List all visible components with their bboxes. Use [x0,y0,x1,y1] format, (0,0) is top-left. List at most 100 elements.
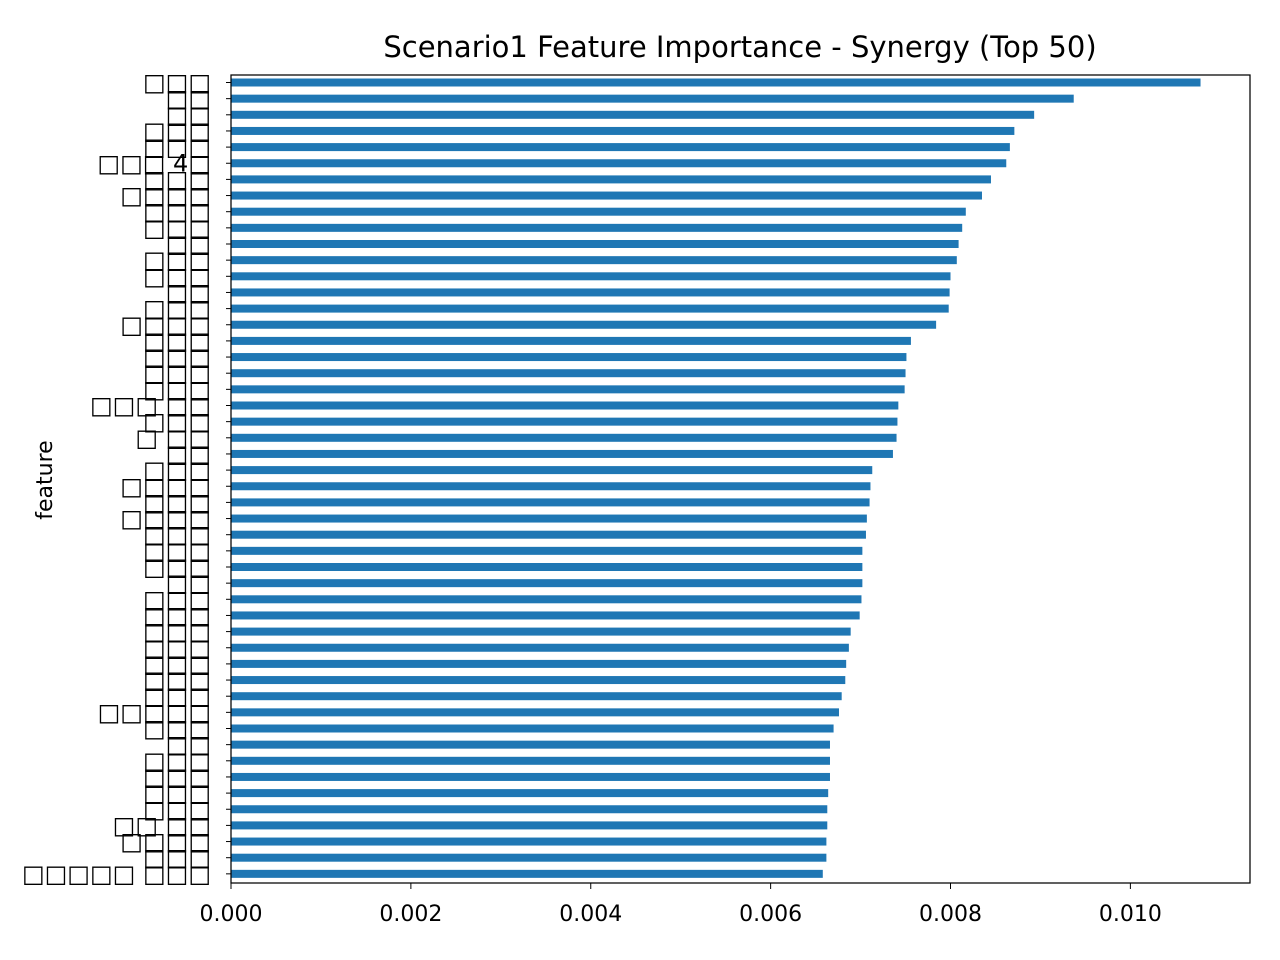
bar [231,78,1201,87]
category-label: □□□ [143,327,211,355]
bar [231,789,829,798]
bars-group [231,78,1201,878]
category-label: □□ [166,569,211,597]
category-label: □□ [166,440,211,468]
bar [231,708,839,717]
category-label: □□□ [143,488,211,516]
bar [231,191,982,200]
category-label: □□□ [143,117,211,145]
bar [231,272,951,281]
category-label: □□□ [143,69,211,97]
bar [231,336,911,345]
category-label: □□□ [143,214,211,242]
bar [231,611,860,620]
bar [231,369,906,378]
bar [231,643,849,652]
bar [231,595,862,604]
category-label: □□□ [143,666,211,694]
category-label: □□□ [143,779,211,807]
category-label: □□□ [143,359,211,387]
x-tick-label: 0.010 [1099,902,1162,927]
category-label: □□□ [143,521,211,549]
bar [231,805,828,814]
bar [231,740,830,749]
bar [231,514,867,523]
bar [231,498,870,507]
bar [231,579,863,588]
x-tick-label: 0.008 [919,902,982,927]
category-label: □□□ [143,715,211,743]
chart-title: Scenario1 Feature Importance - Synergy (… [383,30,1096,64]
bar [231,821,828,830]
bar [231,692,842,701]
category-label: □□□□□ [98,698,211,726]
plot-frame [230,74,1251,884]
bar [231,627,851,636]
category-label: □□□ [143,408,211,436]
bar [231,159,1007,168]
category-label: □□ □□ [113,811,211,839]
category-label: □□ [166,101,211,129]
category-label: □□□ [143,682,211,710]
category-label: □□□ [143,795,211,823]
category-label: □□□ [143,375,211,403]
bar [231,417,898,426]
category-label: □□□ □□ [90,392,211,420]
category-label: □□□ [143,198,211,226]
bar [231,433,897,442]
bar [231,143,1010,152]
bar [231,320,937,329]
x-tick-label: 0.002 [379,902,442,927]
category-label: □□□ [143,262,211,290]
bar [231,563,863,571]
bar [231,353,907,362]
category-label: □□ [166,230,211,258]
bar [231,853,827,862]
category-label: □□□ [143,295,211,323]
category-label: □□ [166,731,211,759]
category-labels-group: □□□□□□□□□□□□□□□□ 4□□□□□□□□□□□□□□□□□□□□□□… [22,69,231,888]
bar [231,756,830,765]
category-label: □□ [166,278,211,306]
bar [231,207,966,216]
bar [231,110,1035,119]
x-tick-label: 0.000 [200,902,263,927]
bar [231,466,873,475]
category-label: □□□ [143,650,211,678]
bar [231,385,905,394]
category-label: □□□ 4□ [97,149,211,177]
bar [231,256,957,265]
category-label: □□□□□ □□□ [22,860,211,888]
category-label: □□□ [143,343,211,371]
bar [231,126,1015,135]
category-label: □□□ [143,763,211,791]
category-label: □□□ [143,634,211,662]
category-label: □□□□ [120,828,211,856]
bar [231,240,959,248]
bar [231,869,823,878]
category-label: □□□ [143,844,211,872]
x-tick-label: 0.004 [559,902,622,927]
category-label: □□□□ [120,505,211,533]
category-label: □□□ [143,165,211,193]
category-label: □□□ [143,456,211,484]
bar [231,223,963,232]
bar [231,449,893,458]
category-label: □□ [166,85,211,113]
category-label: □□□ [143,618,211,646]
category-label: □□□ [143,585,211,613]
category-label: □ □□ [135,424,211,452]
category-label: □□□ [143,133,211,161]
y-axis-label: feature [33,440,58,519]
category-label: □□□ [143,601,211,629]
bar [231,94,1074,103]
bar [231,288,950,297]
x-axis: 0.000 0.002 0.004 0.006 0.008 0.010 [200,883,1162,927]
bar [231,837,827,846]
category-label: □□□ [143,553,211,581]
bar [231,724,834,733]
category-label: □□□ [143,246,211,274]
bar [231,546,863,555]
category-label: □□□ [143,537,211,565]
